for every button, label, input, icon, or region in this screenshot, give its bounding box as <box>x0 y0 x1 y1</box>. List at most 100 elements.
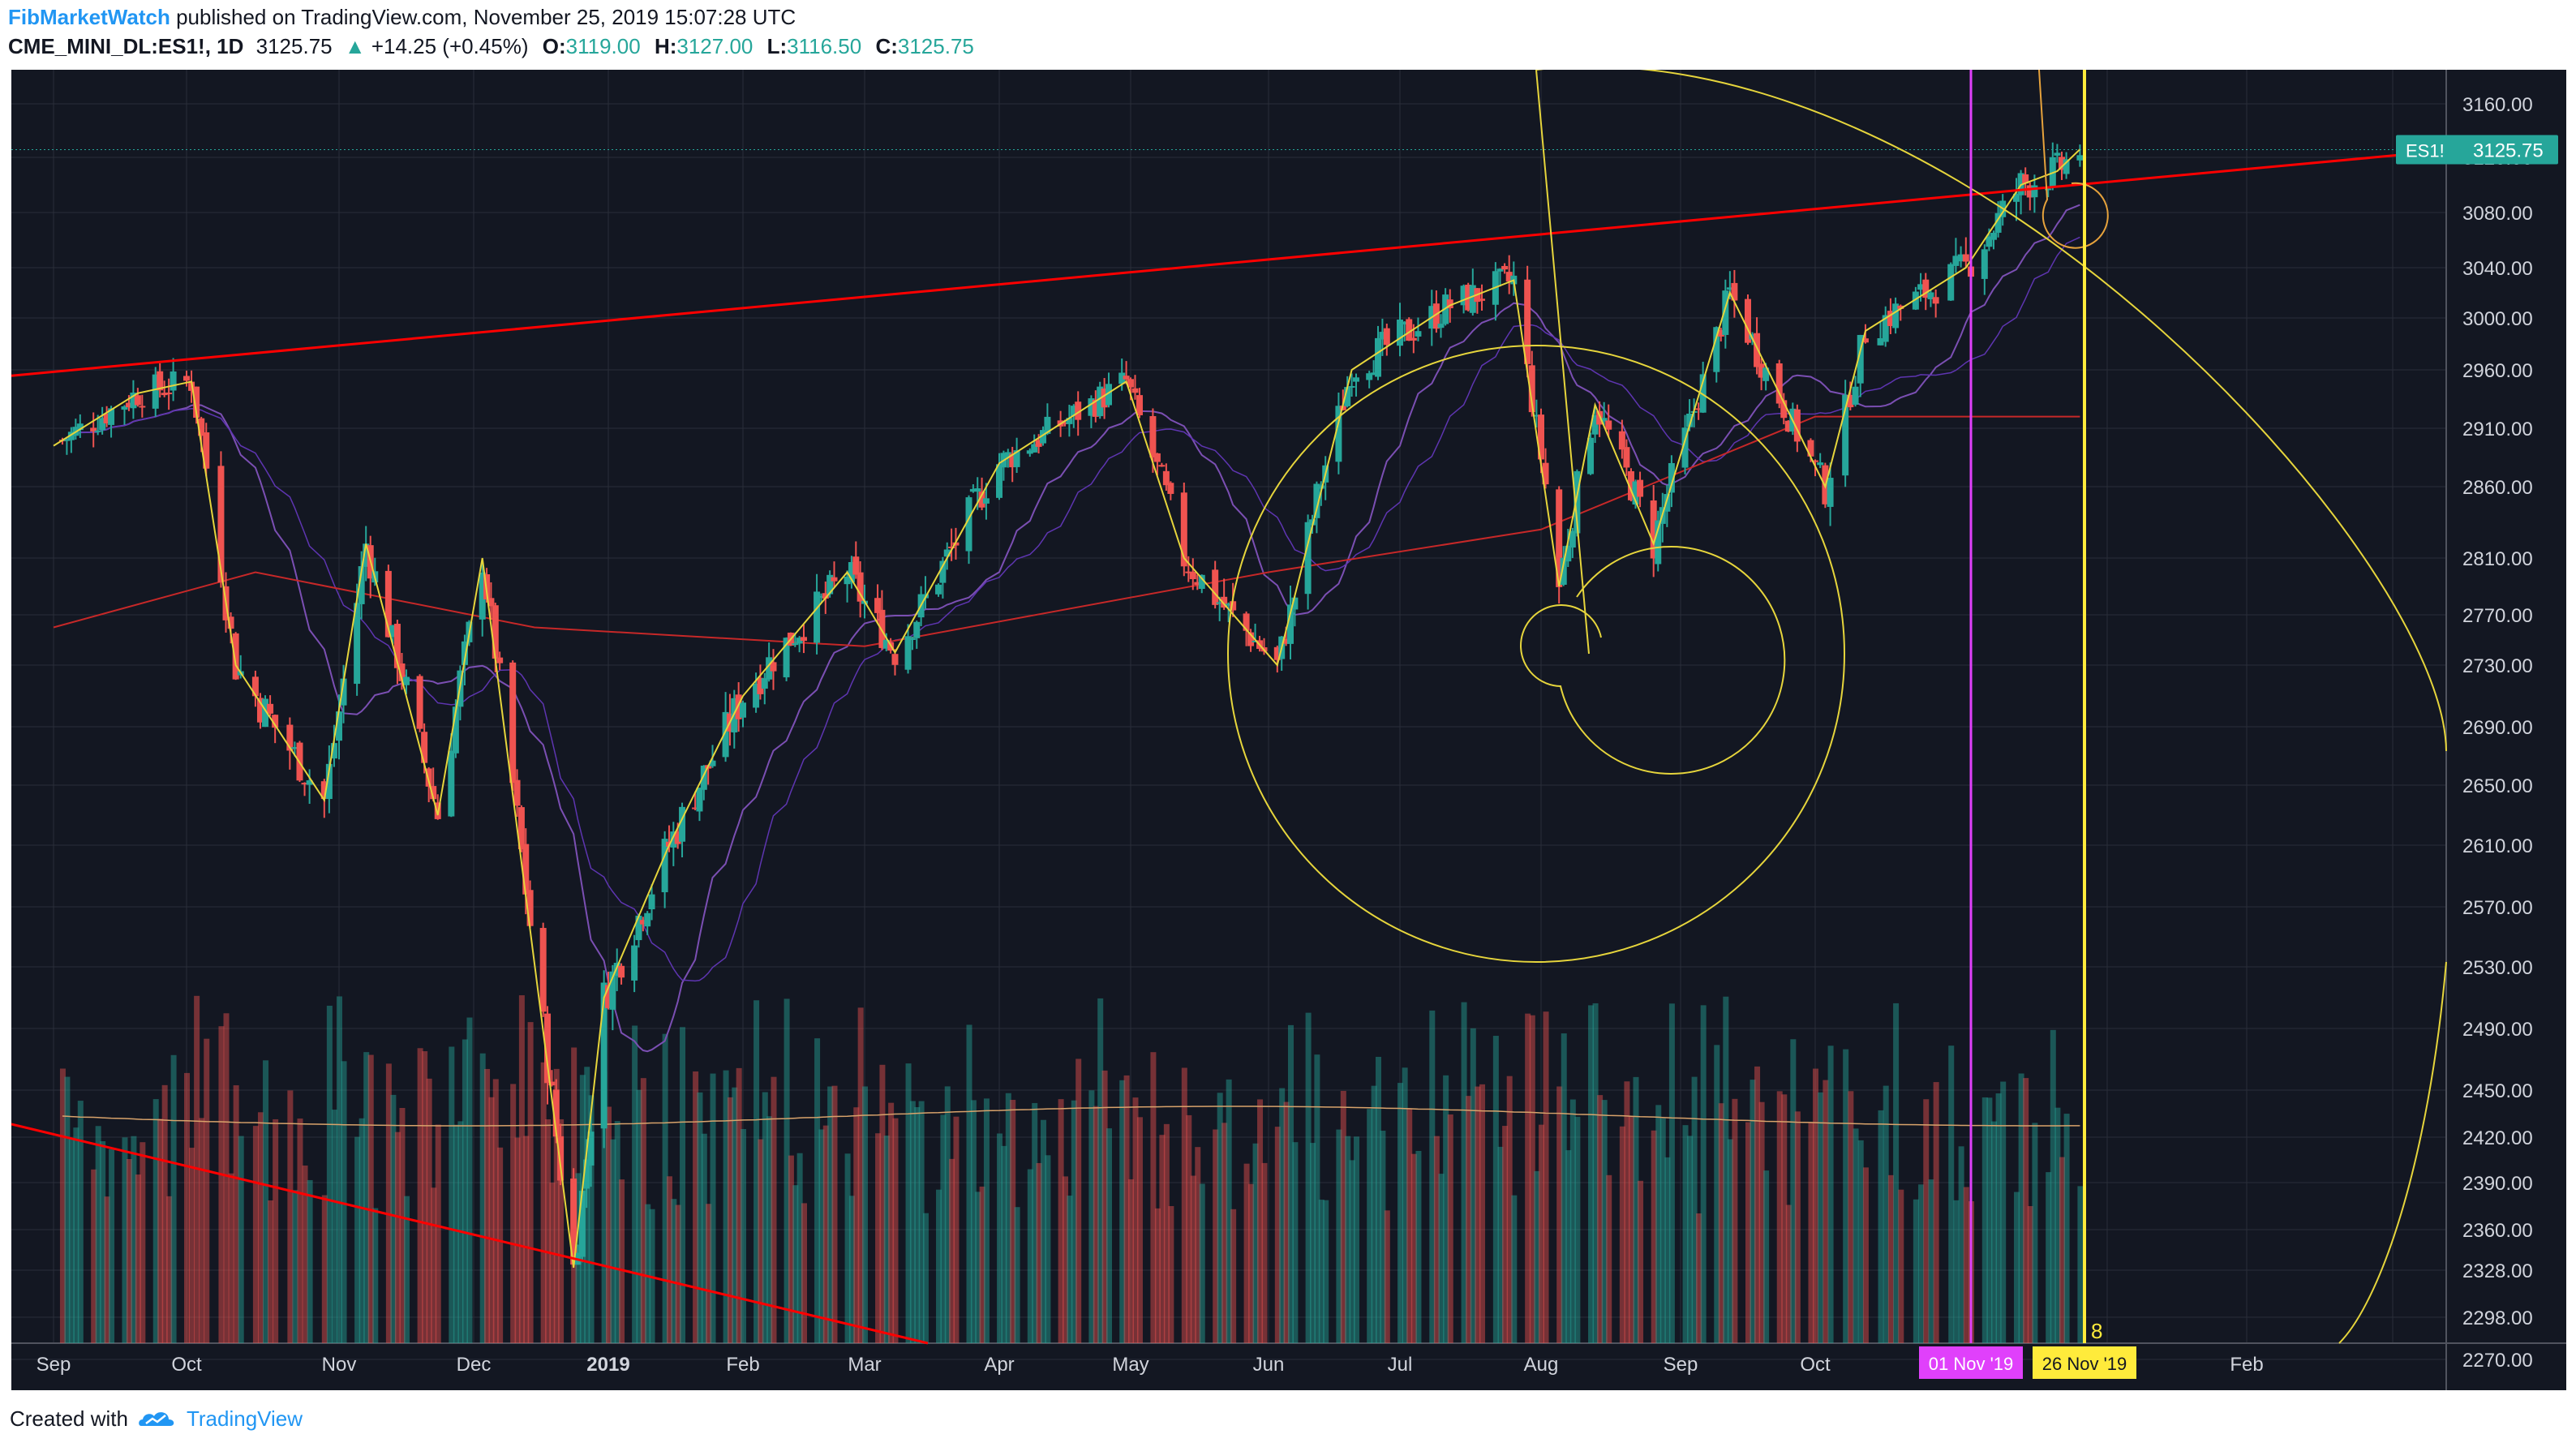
volume-bar <box>1668 1003 1675 1343</box>
volume-bar <box>918 1101 925 1343</box>
candle <box>1569 527 1576 558</box>
volume-bar <box>975 1192 981 1343</box>
volume-bar <box>1727 1139 1733 1343</box>
candle <box>1731 269 1738 318</box>
volume-bar <box>1088 1090 1095 1343</box>
candle <box>1353 373 1359 397</box>
chart-area[interactable]: 8 3160.003120.003080.003040.003000.00296… <box>11 66 2566 1390</box>
volume-bar <box>394 1131 401 1343</box>
volume-bar <box>1928 1179 1934 1343</box>
volume-bar <box>307 1179 313 1343</box>
volume-bar <box>545 1119 552 1343</box>
last-price: 3125.75 <box>255 34 333 58</box>
volume-bar <box>462 1039 468 1343</box>
volume-bar <box>553 1068 560 1343</box>
candle <box>203 423 210 477</box>
volume-bar <box>1790 1039 1797 1343</box>
volume-bar <box>540 1062 547 1343</box>
volume-bar <box>358 1118 365 1343</box>
candle <box>267 695 274 716</box>
candle <box>217 451 225 588</box>
high-label: H: <box>654 34 677 58</box>
volume-bar <box>104 1196 110 1343</box>
time-tick-label: Aug <box>1524 1354 1559 1376</box>
candle <box>1167 481 1174 500</box>
volume-bar <box>367 1054 374 1343</box>
volume-bar <box>1305 1012 1312 1343</box>
candle <box>1185 556 1192 582</box>
volume-bar <box>1470 1028 1476 1343</box>
candle <box>1990 230 1997 250</box>
volume-bar <box>2027 1205 2033 1343</box>
candle <box>1066 405 1073 437</box>
volume-bar <box>1492 1036 1499 1343</box>
volume-bar <box>727 1097 733 1343</box>
ma-20-line <box>62 204 2080 1053</box>
price-axis[interactable]: 3160.003120.003080.003040.003000.002960.… <box>2396 94 2558 1372</box>
candle <box>735 682 742 732</box>
candle <box>1009 446 1016 483</box>
volume-bar <box>1479 1084 1486 1343</box>
volume-bar <box>758 1139 764 1343</box>
change-value: +14.25 (+0.45%) <box>371 34 529 58</box>
volume-bar <box>1380 1131 1386 1343</box>
volume-bar <box>1991 1121 1997 1343</box>
price-chart[interactable]: 8 3160.003120.003080.003040.003000.00296… <box>11 66 2566 1390</box>
time-tick-label: 2019 <box>586 1354 629 1376</box>
volume-bar <box>199 1118 205 1343</box>
volume-bar <box>404 1196 410 1343</box>
ma-200-line <box>53 415 2080 647</box>
volume-bar <box>1093 1106 1099 1343</box>
candle <box>1031 434 1038 453</box>
price-tick-label: 3160.00 <box>2462 94 2533 116</box>
candle <box>393 619 401 685</box>
volume-bar <box>1150 1052 1157 1343</box>
volume-bar <box>1597 1095 1604 1343</box>
price-tick-label: 2650.00 <box>2462 775 2533 797</box>
volume-bar <box>818 1129 825 1343</box>
time-axis[interactable]: Sep Oct Nov Dec 2019 Feb Mar Apr May Jun Jul Aug Sep… <box>36 1346 2264 1379</box>
author-link[interactable]: FibMarketWatch <box>8 5 170 29</box>
volume-bar <box>1475 1086 1481 1343</box>
marker-label-nov-26: 26 Nov '19 <box>2042 1354 2127 1374</box>
volume-bar <box>1027 1169 1033 1343</box>
volume-bar <box>1565 1150 1572 1343</box>
last-price-value-label: 3125.75 <box>2473 140 2544 162</box>
price-tick-label: 2298.00 <box>2462 1307 2533 1329</box>
candle <box>108 406 115 438</box>
volume-bar <box>636 1089 642 1343</box>
volume-bar <box>422 1051 428 1343</box>
volume-bar <box>488 1097 495 1343</box>
volume-bar <box>527 1022 534 1343</box>
volume-bar <box>1136 1117 1143 1343</box>
volume-bar <box>1601 1100 1608 1343</box>
volume-bar <box>1785 1204 1792 1343</box>
volume-bar <box>1132 1097 1139 1343</box>
volume-bar <box>1168 1205 1174 1343</box>
candle <box>1247 629 1255 652</box>
volume-bar <box>204 1038 210 1343</box>
volume-bar <box>831 1085 838 1343</box>
symbol-label[interactable]: CME_MINI_DL:ES1!, 1D <box>8 34 244 58</box>
candle <box>1304 514 1312 610</box>
candle <box>1118 359 1126 391</box>
candle <box>1655 510 1662 572</box>
candle <box>526 880 534 928</box>
volume-bar <box>701 1133 707 1343</box>
price-tick-label: 2450.00 <box>2462 1080 2533 1102</box>
candle <box>1415 317 1422 341</box>
volume-bar <box>905 1063 912 1343</box>
price-tick-label: 2690.00 <box>2462 717 2533 739</box>
tradingview-link[interactable]: TradingView <box>186 1406 303 1431</box>
candle <box>1524 265 1531 378</box>
time-tick-label: Dec <box>457 1354 492 1376</box>
price-tick-label: 2730.00 <box>2462 655 2533 677</box>
volume-bar <box>321 1195 328 1343</box>
volume-bar <box>1813 1068 1818 1343</box>
candle <box>63 438 71 455</box>
candle <box>1287 586 1294 659</box>
volume-bar <box>484 1068 491 1343</box>
time-tick-label: Jun <box>1253 1354 1285 1376</box>
volume-bar <box>1221 1123 1228 1343</box>
candle <box>857 560 864 618</box>
